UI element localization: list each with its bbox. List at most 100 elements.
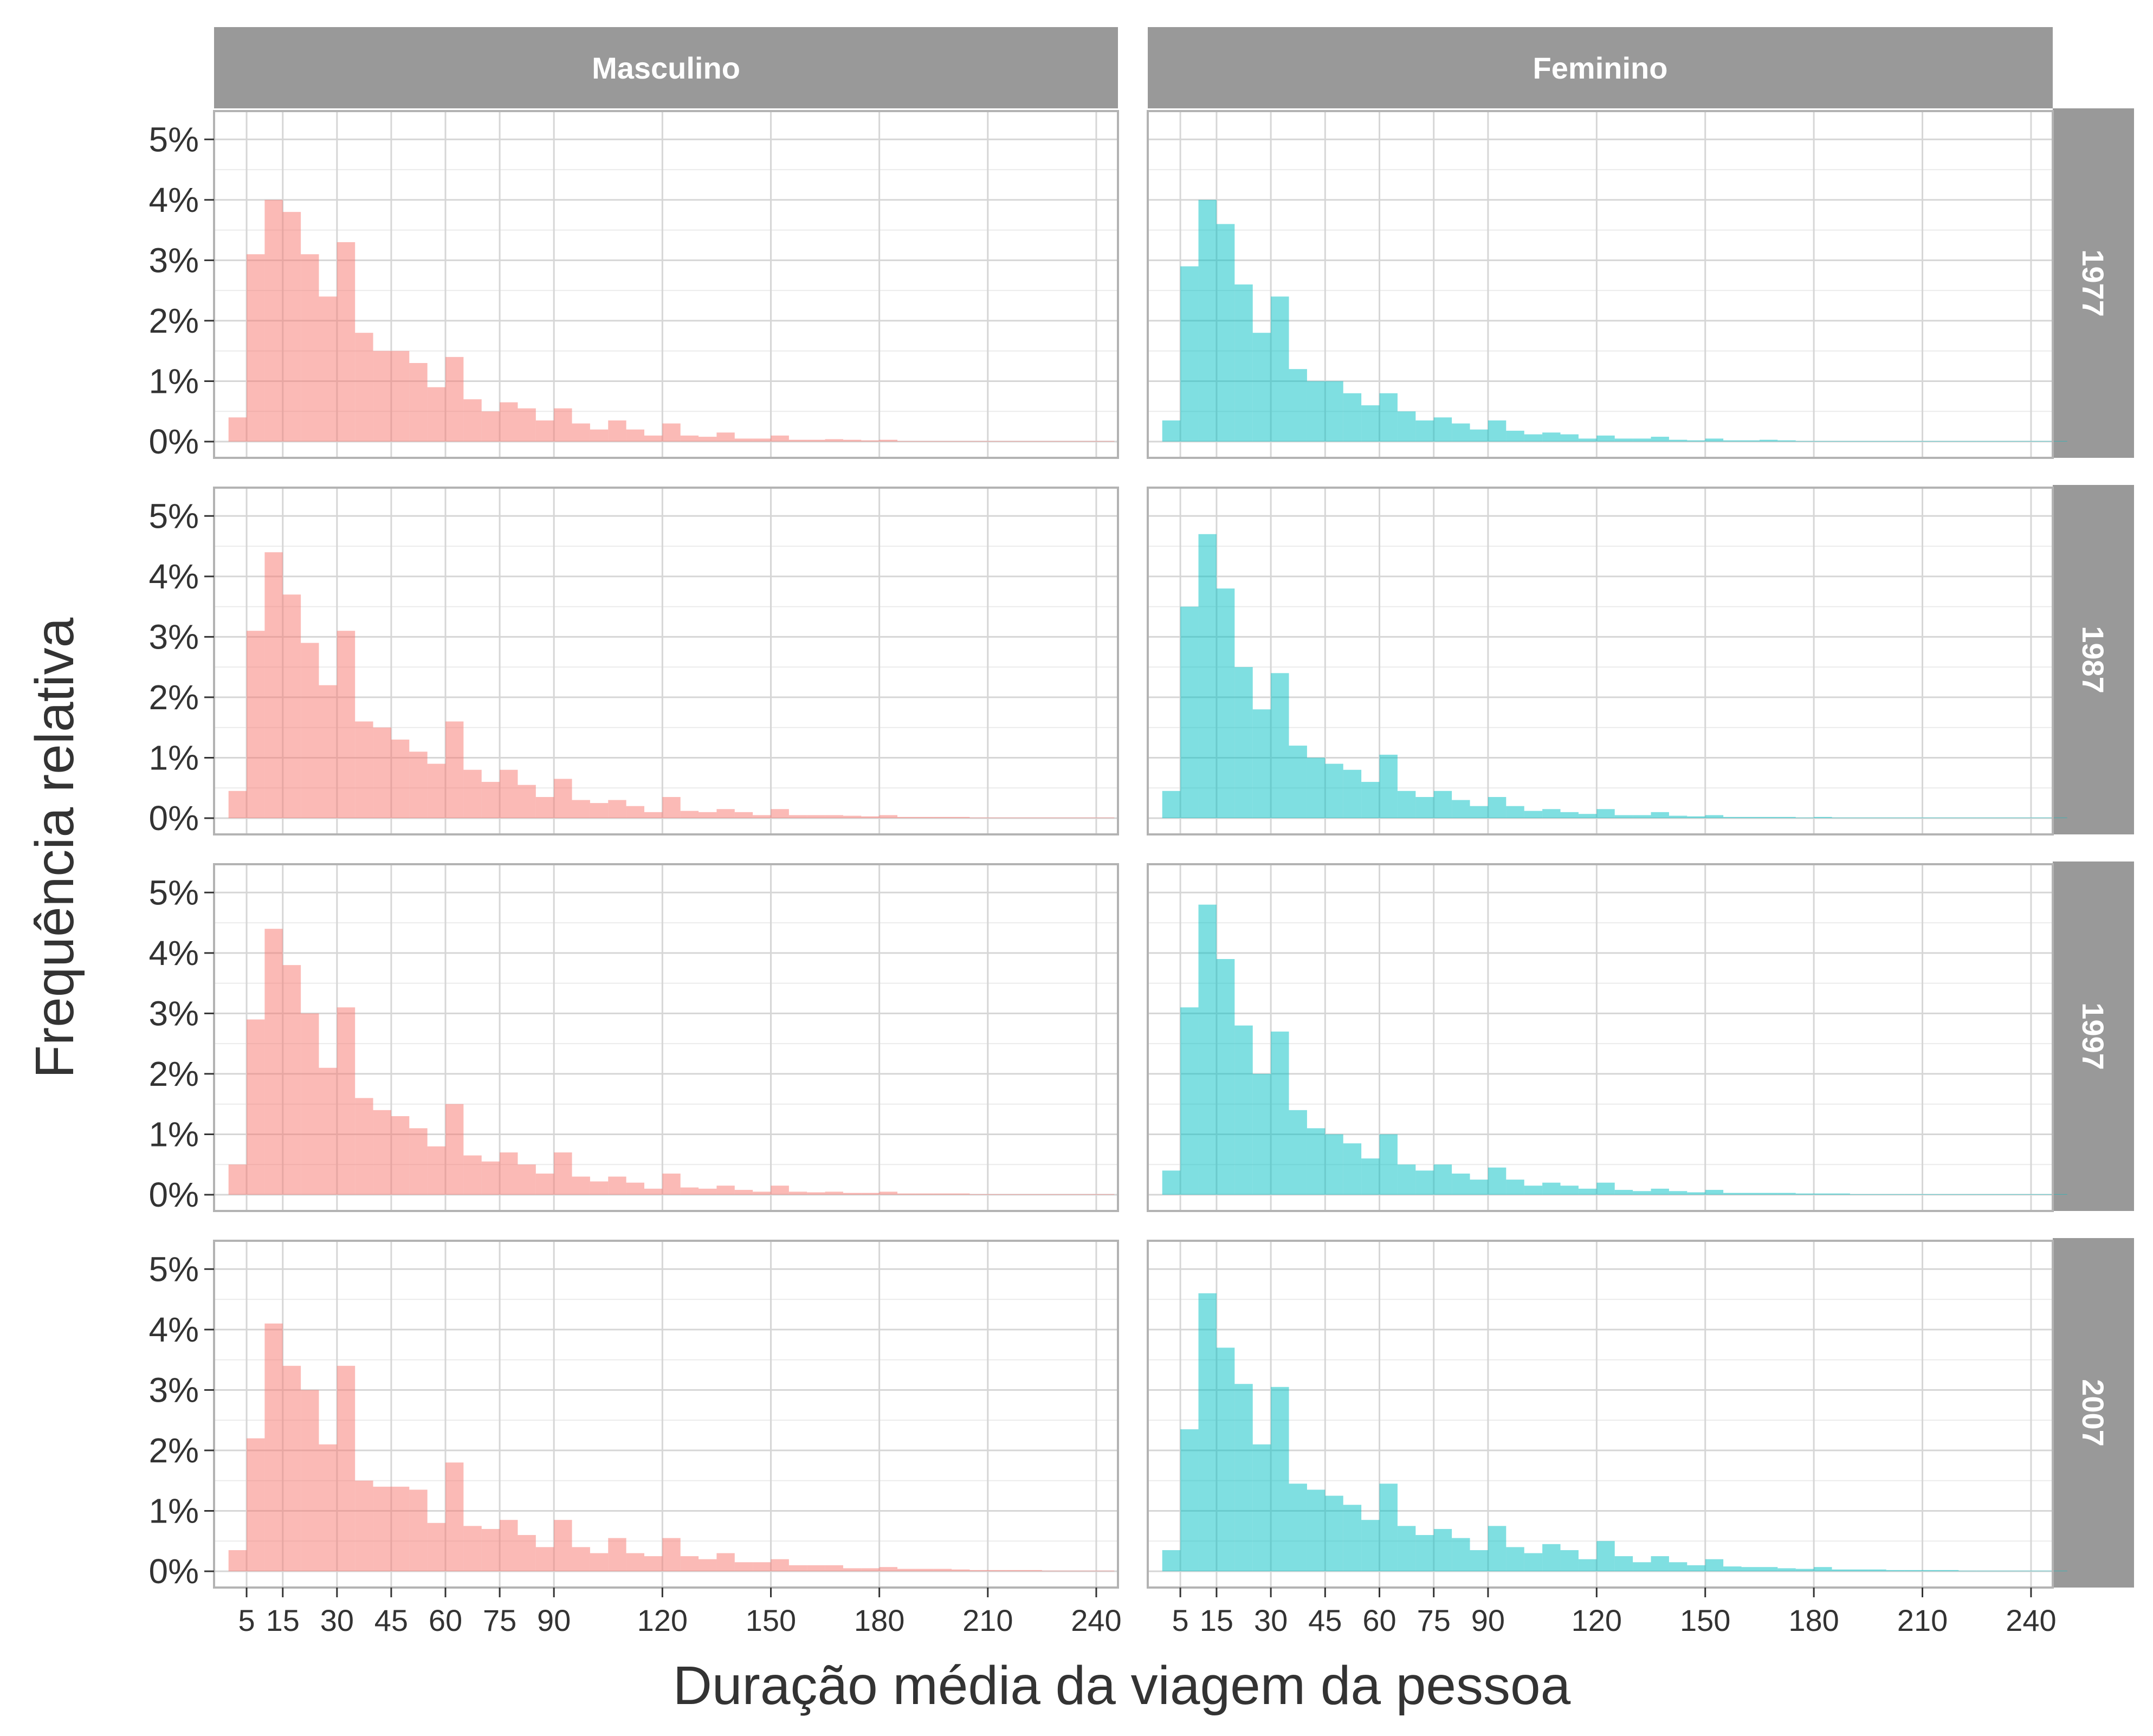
histogram-bar <box>608 1176 626 1195</box>
histogram-bar <box>843 1193 862 1195</box>
histogram-bar <box>1162 1170 1181 1195</box>
histogram-bar <box>1850 1194 1868 1195</box>
panel-border <box>213 110 1119 459</box>
histogram-bar <box>1795 441 1814 442</box>
histogram-bar <box>228 791 247 818</box>
y-tick-label: 4% <box>149 180 199 219</box>
y-tick-label: 0% <box>149 422 199 461</box>
histogram-bar <box>1452 423 1470 442</box>
histogram-bar <box>1325 763 1343 818</box>
histogram-bar <box>626 1553 644 1571</box>
histogram-bar <box>1180 1429 1199 1571</box>
histogram-bar <box>1651 437 1669 442</box>
histogram-bar <box>1343 393 1362 442</box>
histogram-bar <box>1868 1569 1886 1571</box>
histogram-bar <box>1777 440 1796 442</box>
histogram-bar <box>1723 817 1742 818</box>
histogram-bar <box>1542 809 1561 818</box>
histogram-bar <box>1995 441 2013 442</box>
histogram-bar <box>987 1570 1006 1571</box>
histogram-bar <box>843 1568 862 1571</box>
x-tick-label: 180 <box>854 1603 904 1637</box>
histogram-bar <box>1904 1570 1923 1571</box>
histogram-bar <box>933 441 952 442</box>
y-tick-label: 3% <box>149 1370 199 1409</box>
histogram-bar <box>1904 441 1923 442</box>
histogram-bar <box>1198 1293 1217 1571</box>
histogram-bar <box>535 1547 554 1571</box>
x-tick-label: 90 <box>537 1603 571 1637</box>
histogram-bar <box>1687 1192 1705 1195</box>
histogram-bar <box>680 811 699 818</box>
histogram-bar <box>1633 1191 1651 1195</box>
histogram-bar <box>1759 1193 1778 1195</box>
histogram-bar <box>1814 1567 1832 1571</box>
histogram-bar <box>391 1116 410 1195</box>
histogram-bar <box>1379 393 1398 442</box>
histogram-bar <box>1777 817 1796 818</box>
histogram-bar <box>1325 1495 1343 1571</box>
x-tick-label: 150 <box>1680 1603 1730 1637</box>
histogram-bar <box>1180 606 1199 818</box>
histogram-bar <box>716 1186 735 1195</box>
histogram-bar <box>1886 441 1905 442</box>
histogram-bar <box>391 351 410 442</box>
histogram-bar <box>807 1565 825 1571</box>
histogram-bar <box>264 1323 283 1571</box>
histogram-bar <box>1198 199 1217 442</box>
histogram-bar <box>282 594 301 818</box>
histogram-bar <box>1397 791 1416 818</box>
y-tick-label: 4% <box>149 1310 199 1349</box>
histogram-bar <box>608 1538 626 1571</box>
histogram-bar <box>915 1569 934 1571</box>
histogram-bar <box>247 254 265 442</box>
histogram-bar <box>1795 1193 1814 1195</box>
histogram-bar <box>1470 1550 1488 1571</box>
x-tick-label: 240 <box>1071 1603 1121 1637</box>
x-tick-label: 30 <box>1254 1603 1288 1637</box>
histogram-bar <box>1024 441 1042 442</box>
histogram-bar <box>1307 1128 1326 1195</box>
histogram-bar <box>734 1562 753 1571</box>
histogram-bar <box>1560 1550 1579 1571</box>
histogram-bar <box>626 806 644 818</box>
histogram-bar <box>1343 1505 1362 1571</box>
panel-border <box>213 863 1119 1212</box>
histogram-bar <box>554 408 572 442</box>
histogram-bar <box>1307 381 1326 442</box>
histogram-bar <box>807 1192 825 1195</box>
x-tick-label: 210 <box>1897 1603 1948 1637</box>
x-tick-label: 5 <box>1172 1603 1189 1637</box>
histogram-bar <box>373 351 391 442</box>
histogram-bar <box>1198 534 1217 818</box>
panel-border <box>213 1240 1119 1589</box>
histogram-bar <box>500 1520 518 1571</box>
y-tick-label: 0% <box>149 1552 199 1591</box>
y-tick-label: 5% <box>149 1249 199 1288</box>
histogram-bar <box>481 1528 500 1571</box>
histogram-bar <box>1162 791 1181 818</box>
histogram-bar <box>1271 673 1289 818</box>
histogram-bar <box>373 1486 391 1571</box>
histogram-bar <box>355 721 373 818</box>
facet-strip-label: 1997 <box>2076 1002 2110 1070</box>
histogram-bar <box>1850 441 1868 442</box>
histogram-bar <box>608 420 626 442</box>
panel-masculino-1997: 0% 1% 2% 3% 4% 5% <box>149 863 1119 1214</box>
histogram-bar <box>1651 812 1669 818</box>
histogram-bar <box>1096 1194 1115 1195</box>
histogram-bar <box>319 1067 337 1195</box>
histogram-bar <box>1289 1484 1307 1571</box>
histogram-bar <box>1578 814 1597 818</box>
histogram-bar <box>535 420 554 442</box>
histogram-bar <box>1361 405 1380 442</box>
histogram-bar <box>2049 441 2067 442</box>
histogram-bar <box>1379 1484 1398 1571</box>
histogram-bar <box>1397 1164 1416 1195</box>
histogram-bar <box>861 816 880 818</box>
histogram-bar <box>337 631 355 818</box>
y-tick-label: 1% <box>149 1491 199 1530</box>
facet-strip-1997 <box>2053 861 2134 1211</box>
histogram-bar <box>590 429 609 442</box>
histogram-bar <box>897 1193 916 1195</box>
